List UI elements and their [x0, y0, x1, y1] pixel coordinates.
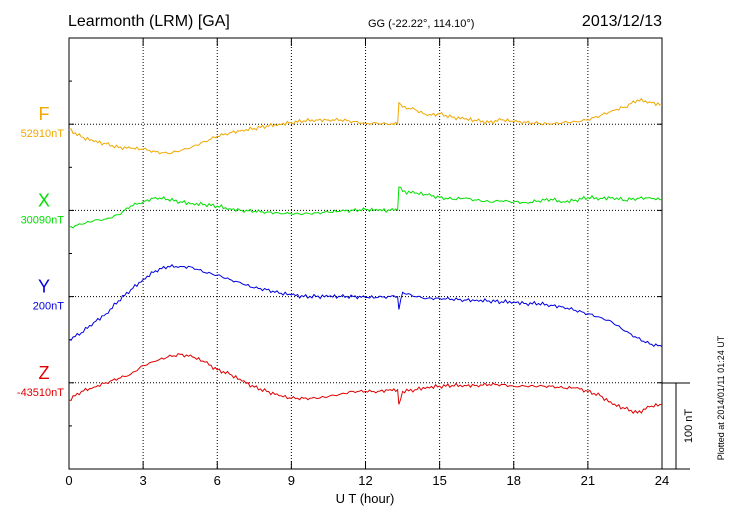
series-name-z: Z: [39, 363, 50, 383]
x-axis-ticks: 0 3 6 9 12 15 18 21 24: [65, 37, 669, 488]
series-labels: F 52910nT X 30090nT Y 200nT Z -43510nT: [17, 104, 64, 399]
date-label: 2013/12/13: [582, 13, 662, 30]
series-line-f: [68, 97, 663, 155]
x-axis-title: U T (hour): [336, 491, 395, 506]
series-baseline-y: 200nT: [33, 301, 64, 313]
x-tick-label: 3: [140, 473, 147, 488]
series-name-f: F: [39, 104, 50, 124]
series-group: [68, 97, 663, 415]
scale-bar: 100 nT: [662, 382, 695, 470]
x-tick-label: 18: [507, 473, 521, 488]
x-tick-label: 9: [288, 473, 295, 488]
x-tick-label: 0: [65, 473, 72, 488]
series-name-x: X: [38, 190, 50, 210]
x-tick-label: 24: [655, 473, 669, 488]
station-title: Learmonth (LRM) [GA]: [68, 13, 230, 30]
plot-grid: [142, 38, 589, 469]
x-tick-label: 6: [214, 473, 221, 488]
x-tick-label: 12: [358, 473, 372, 488]
plotted-timestamp: Plotted at 2014/01/11 01:24 UT: [716, 335, 726, 460]
scale-bar-label: 100 nT: [683, 409, 695, 444]
series-line-z: [68, 352, 663, 415]
series-baseline-x: 30090nT: [21, 214, 65, 226]
x-tick-label: 15: [432, 473, 446, 488]
series-name-y: Y: [38, 277, 50, 297]
series-baseline-z: -43510nT: [17, 387, 64, 399]
series-line-y: [68, 264, 663, 348]
x-tick-label: 21: [581, 473, 595, 488]
series-line-x: [68, 186, 663, 229]
coordinates-label: GG (-22.22°, 114.10°): [368, 18, 474, 30]
series-baseline-f: 52910nT: [21, 128, 65, 140]
